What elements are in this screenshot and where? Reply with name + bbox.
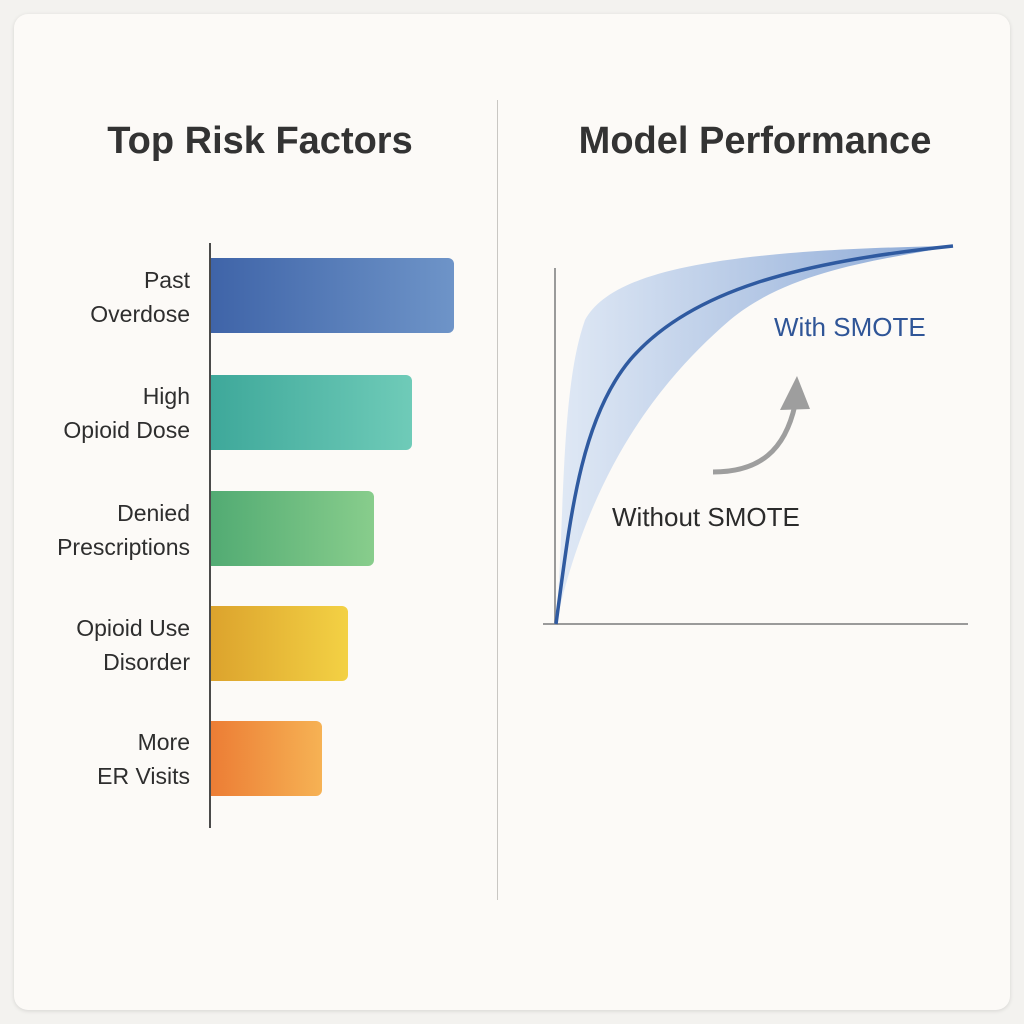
bar-more-er-visits (211, 721, 322, 796)
with-smote-curve (554, 244, 954, 625)
confidence-band (556, 246, 953, 624)
infographic-card (14, 14, 1010, 1010)
bar-past-overdose (211, 258, 454, 333)
risk-factors-title: Top Risk Factors (107, 120, 413, 162)
panel-divider (497, 100, 498, 900)
model-performance-title: Model Performance (578, 120, 932, 162)
bar-label-opioid-use-disorder: Opioid Use Disorder (76, 615, 190, 675)
bar-chart-axis (209, 243, 211, 828)
arrow-icon (712, 404, 798, 475)
bar-high-opioid-dose (211, 375, 412, 450)
with-smote-label: With SMOTE (774, 312, 926, 342)
bar-label-more-er-visits: More ER Visits (97, 729, 190, 789)
bar-denied-prescriptions (211, 491, 374, 566)
bar-label-high-opioid-dose: High Opioid Dose (63, 383, 190, 443)
performance-curve-chart: With SMOTE Without SMOTE (543, 244, 968, 625)
bar-label-denied-prescriptions: Denied Prescriptions (57, 500, 190, 560)
bar-opioid-use-disorder (211, 606, 348, 681)
bar-label-past-overdose: Past Overdose (90, 267, 190, 327)
without-smote-label: Without SMOTE (612, 502, 800, 532)
